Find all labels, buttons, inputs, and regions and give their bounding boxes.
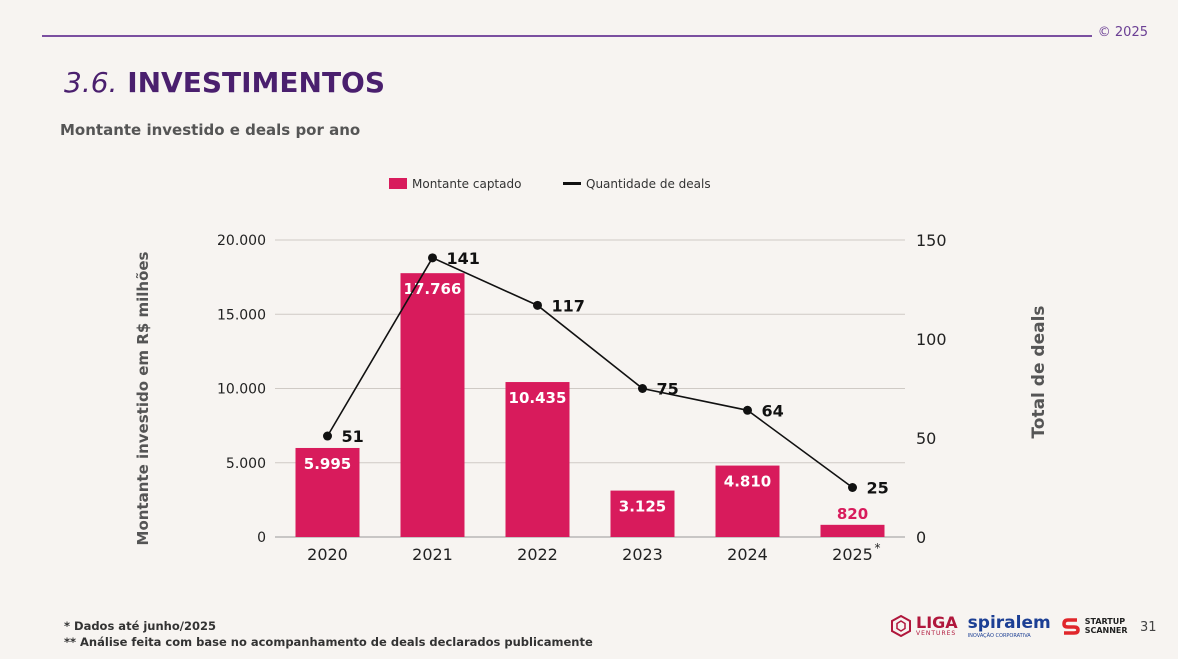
bar — [715, 465, 780, 537]
section-number: 3.6. — [64, 66, 118, 99]
x-tick-label: 2021 — [412, 545, 453, 564]
spiralem-text: spiralem — [967, 613, 1051, 633]
deals-point — [533, 300, 542, 310]
x-tick-label: 2022 — [517, 545, 558, 564]
deals-value-label: 117 — [552, 296, 585, 315]
x-tick-mark: * — [875, 541, 881, 555]
deals-value-label: 51 — [342, 427, 364, 446]
scanner-line-2: SCANNER — [1084, 626, 1128, 635]
y2-axis-title: Total de deals — [1029, 305, 1049, 438]
section-title: INVESTIMENTOS — [127, 66, 386, 99]
deals-point — [848, 483, 857, 492]
deals-point — [743, 405, 752, 415]
legend-label-bar: Montante captado — [412, 177, 521, 191]
bar — [610, 490, 675, 537]
bar-value-label: 820 — [837, 505, 868, 523]
y2-tick-label: 100 — [916, 330, 947, 349]
deals-point — [428, 253, 437, 263]
deals-value-label: 64 — [762, 401, 784, 420]
deals-line — [326, 256, 853, 489]
y-tick-label: 15.000 — [217, 307, 266, 323]
deals-value-label: 141 — [447, 249, 480, 268]
footnotes: * Dados até junho/2025 ** Análise feita … — [64, 618, 593, 650]
scanner-line-1: STARTUP — [1084, 617, 1126, 626]
x-tick-label: 2020 — [307, 545, 348, 564]
bar — [400, 273, 465, 537]
header-divider — [42, 35, 1092, 37]
bar-value-label: 5.995 — [304, 455, 351, 473]
x-tick-label: 2023 — [622, 545, 663, 564]
page-number: 31 — [1140, 620, 1157, 635]
footnote-1: * Dados até junho/2025 — [64, 619, 216, 633]
deals-point — [638, 384, 647, 393]
bar-value-label: 17.766 — [404, 280, 462, 298]
y-tick-label: 10.000 — [217, 382, 266, 398]
y-tick-label: 20.000 — [217, 233, 266, 249]
bar — [820, 524, 885, 537]
footnote-2: ** Análise feita com base no acompanhame… — [64, 635, 593, 649]
bar — [295, 447, 360, 537]
bar-value-label: 3.125 — [619, 498, 666, 516]
scanner-s-icon — [1061, 618, 1080, 635]
y2-tick-label: 50 — [916, 429, 936, 448]
chart-subtitle: Montante investido e deals por ano — [60, 121, 361, 139]
deals-point — [323, 431, 332, 441]
y-axis-title: Montante investido em R$ milhões — [134, 251, 152, 545]
y-tick-label: 0 — [257, 530, 266, 546]
legend-swatch-bar — [389, 178, 407, 189]
spiralem-logo: spiralem INOVAÇÃO CORPORATIVA — [968, 613, 1051, 639]
liga-hex-icon — [891, 615, 911, 637]
x-tick-label: 2025 — [832, 545, 873, 564]
bar-value-label: 4.810 — [724, 473, 771, 491]
copyright: © 2025 — [1097, 25, 1148, 40]
bar-value-label: 10.435 — [509, 389, 567, 407]
liga-sub: VENTURES — [916, 629, 957, 637]
y2-tick-label: 150 — [916, 231, 947, 250]
page-title: 3.6. INVESTIMENTOS — [64, 66, 385, 99]
liga-text: LIGA — [916, 612, 958, 632]
spiralem-sub: INOVAÇÃO CORPORATIVA — [967, 633, 1031, 639]
bar — [505, 382, 570, 537]
liga-ventures-logo: LIGA VENTURES — [890, 612, 958, 637]
y2-tick-label: 0 — [916, 528, 926, 547]
legend-label-line: Quantidade de deals — [586, 177, 711, 191]
x-tick-label: 2024 — [727, 545, 768, 564]
deals-value-label: 75 — [657, 380, 679, 399]
partner-logos: LIGA VENTURES spiralem INOVAÇÃO CORPORAT… — [890, 610, 1128, 642]
startup-scanner-logo: STARTUP SCANNER — [1061, 616, 1128, 636]
y-tick-label: 5.000 — [226, 456, 266, 472]
deals-value-label: 25 — [867, 479, 889, 498]
legend-swatch-line — [563, 182, 581, 185]
